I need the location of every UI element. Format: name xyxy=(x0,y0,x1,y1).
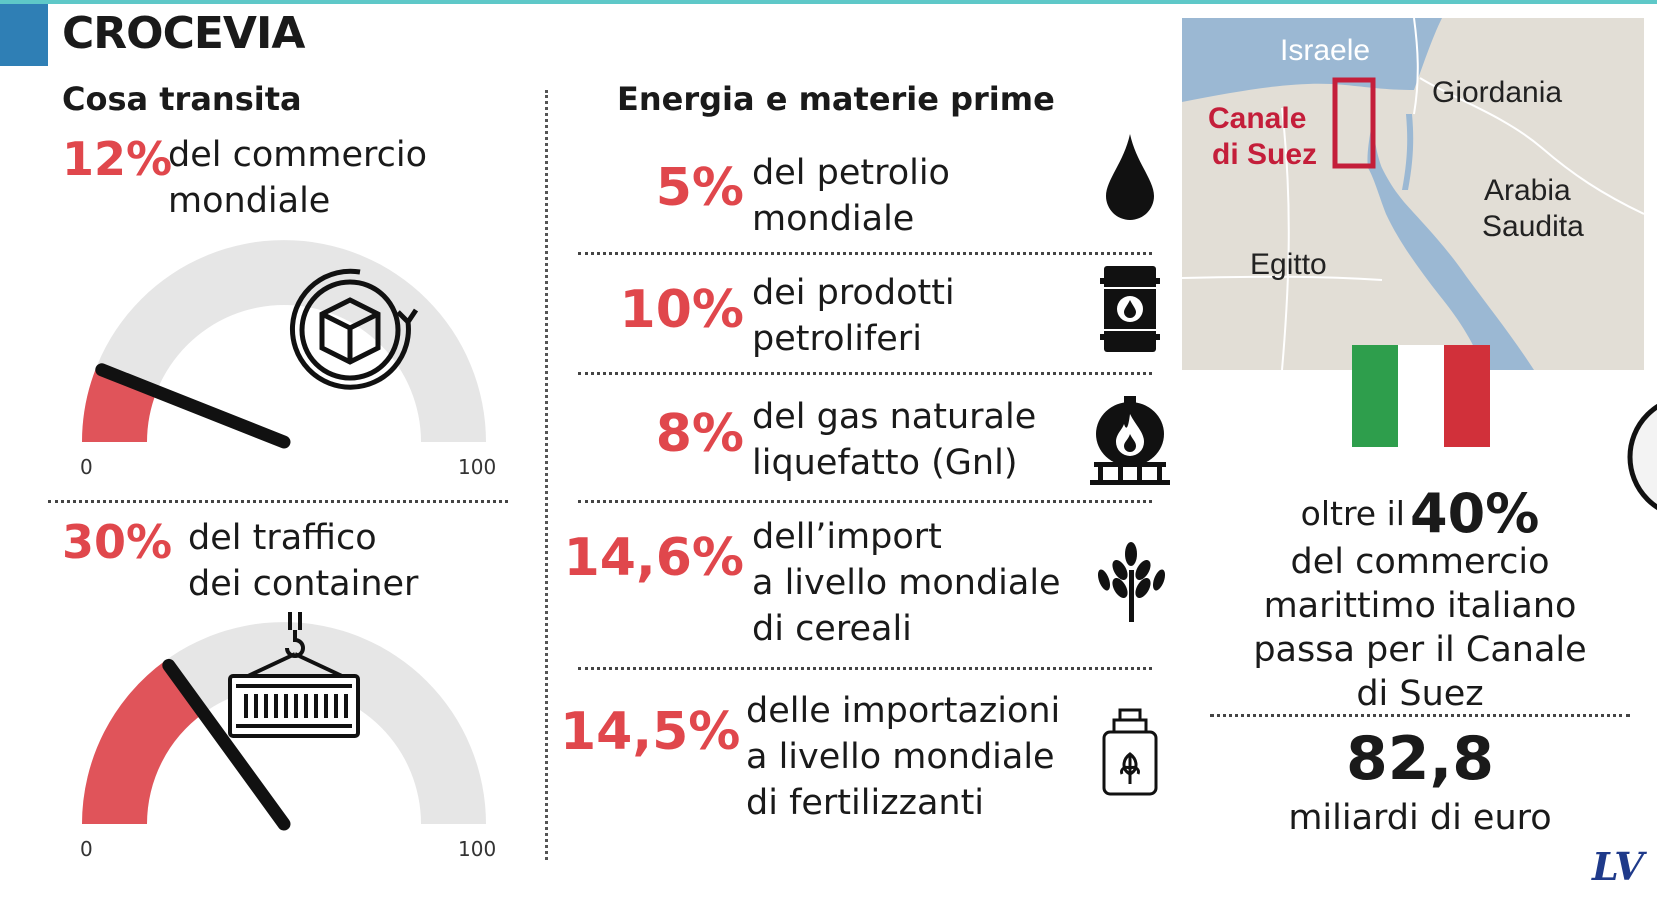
energy-item-2-desc: dei prodotti petroliferi xyxy=(752,270,955,362)
label-canal-1: Canale xyxy=(1208,102,1306,135)
gauge1-needle xyxy=(95,363,291,449)
label-saudi-2: Saudita xyxy=(1482,210,1584,243)
gauge1-max: 100 xyxy=(458,455,497,479)
column-divider xyxy=(545,90,548,860)
energy-item-4-desc: dell’import a livello mondiale di cereal… xyxy=(752,514,1061,652)
gauge2-needle xyxy=(162,658,291,831)
gauge2-track xyxy=(82,622,486,824)
label-saudi-1: Arabia xyxy=(1484,174,1571,207)
energy-item-4-line3: di cereali xyxy=(752,609,912,649)
energy-item-3-line1: del gas naturale xyxy=(752,397,1037,437)
canal-highlight-box xyxy=(1332,77,1376,169)
gas-tank-icon xyxy=(1090,396,1170,485)
energy-item-5-line2: a livello mondiale xyxy=(746,737,1055,777)
energy-item-2-line2: petroliferi xyxy=(752,319,922,359)
energy-item-4-line1: dell’import xyxy=(752,517,942,557)
left-heading: Cosa transita xyxy=(62,80,302,118)
flag-red xyxy=(1444,345,1490,447)
energy-item-4-line2: a livello mondiale xyxy=(752,563,1061,603)
energy-divider-1 xyxy=(578,252,1152,255)
energy-item-1-line1: del petrolio xyxy=(752,153,950,193)
gauge2-desc: del traffico dei container xyxy=(188,515,418,607)
label-israel: Israele xyxy=(1280,34,1370,67)
right-highlight-line: oltre il 40% xyxy=(1200,482,1640,545)
gauge1-desc-line1: del commercio xyxy=(168,135,427,175)
flag-green xyxy=(1352,345,1398,447)
oil-barrel-icon xyxy=(1100,266,1160,352)
gulf-of-aqaba xyxy=(1402,114,1414,190)
wheat-icon xyxy=(1097,542,1166,622)
gauge2-fill xyxy=(82,660,204,824)
gauge1-min: 0 xyxy=(80,455,93,479)
right-desc-line4: di Suez xyxy=(1356,674,1484,714)
gauge2-min: 0 xyxy=(80,837,93,861)
label-canal-2: di Suez xyxy=(1212,138,1317,171)
energy-item-4-pct: 14,6% xyxy=(563,528,744,588)
energy-item-5-pct: 14,5% xyxy=(560,702,741,762)
energy-divider-3 xyxy=(578,500,1152,503)
energy-item-3-pct: 8% xyxy=(655,404,744,464)
gauge1-pct: 12% xyxy=(62,132,173,186)
energy-item-3-line2: liquefatto (Gnl) xyxy=(752,443,1018,483)
fertilizer-icon xyxy=(1102,708,1158,796)
gauge1-desc-line2: mondiale xyxy=(168,181,331,221)
gauge2-desc-line2: dei container xyxy=(188,564,419,604)
clock-edge-icon xyxy=(1627,403,1657,511)
energy-item-1-line2: mondiale xyxy=(752,199,915,239)
right-desc-line3: passa per il Canale xyxy=(1253,630,1587,670)
brand-logo: LV xyxy=(1592,844,1644,889)
gauge2-chart xyxy=(82,612,486,831)
right-divider xyxy=(1210,714,1630,717)
gauge2-max: 100 xyxy=(458,837,497,861)
energy-divider-2 xyxy=(578,372,1152,375)
suez-map: Israele Canale di Suez Giordania Arabia … xyxy=(1182,18,1644,370)
energy-item-1-pct: 5% xyxy=(655,158,744,218)
energy-item-2-line1: dei prodotti xyxy=(752,273,955,313)
right-desc: del commercio marittimo italiano passa p… xyxy=(1200,540,1640,716)
title-accent-bar xyxy=(0,4,48,66)
flag-white xyxy=(1398,345,1444,447)
gauge2-pct: 30% xyxy=(62,515,173,569)
energy-divider-4 xyxy=(578,667,1152,670)
energy-item-3-desc: del gas naturale liquefatto (Gnl) xyxy=(752,394,1036,486)
energy-item-1-desc: del petrolio mondiale xyxy=(752,150,950,242)
energy-item-5-line3: di fertilizzanti xyxy=(746,783,985,823)
right-amount: 82,8 xyxy=(1345,724,1495,794)
middle-heading: Energia e materie prime xyxy=(617,80,1055,118)
label-jordan: Giordania xyxy=(1432,76,1562,109)
gauge2-desc-line1: del traffico xyxy=(188,518,377,558)
red-sea xyxy=(1367,112,1534,370)
energy-item-5-line1: delle importazioni xyxy=(746,691,1061,731)
label-egypt: Egitto xyxy=(1250,248,1327,281)
page-title: CROCEVIA xyxy=(62,8,305,59)
mediterranean-sea xyxy=(1182,18,1442,102)
top-rule xyxy=(0,0,1657,4)
right-pct: 40% xyxy=(1410,482,1540,545)
right-desc-line2: marittimo italiano xyxy=(1263,586,1577,626)
gauge1-track xyxy=(82,240,486,442)
energy-item-5-desc: delle importazioni a livello mondiale di… xyxy=(746,688,1060,826)
right-pre: oltre il xyxy=(1300,494,1405,533)
right-amount-unit: miliardi di euro xyxy=(1288,798,1552,838)
right-desc-line1: del commercio xyxy=(1290,542,1550,582)
container-cycle-icon xyxy=(289,268,419,390)
gauge1-desc: del commercio mondiale xyxy=(168,132,427,224)
gauge1-chart xyxy=(82,240,486,449)
borders xyxy=(1182,18,1644,370)
energy-item-2-pct: 10% xyxy=(619,280,744,340)
left-divider xyxy=(48,500,508,503)
crane-container-icon xyxy=(228,612,360,738)
oil-drop-icon xyxy=(1106,134,1154,220)
